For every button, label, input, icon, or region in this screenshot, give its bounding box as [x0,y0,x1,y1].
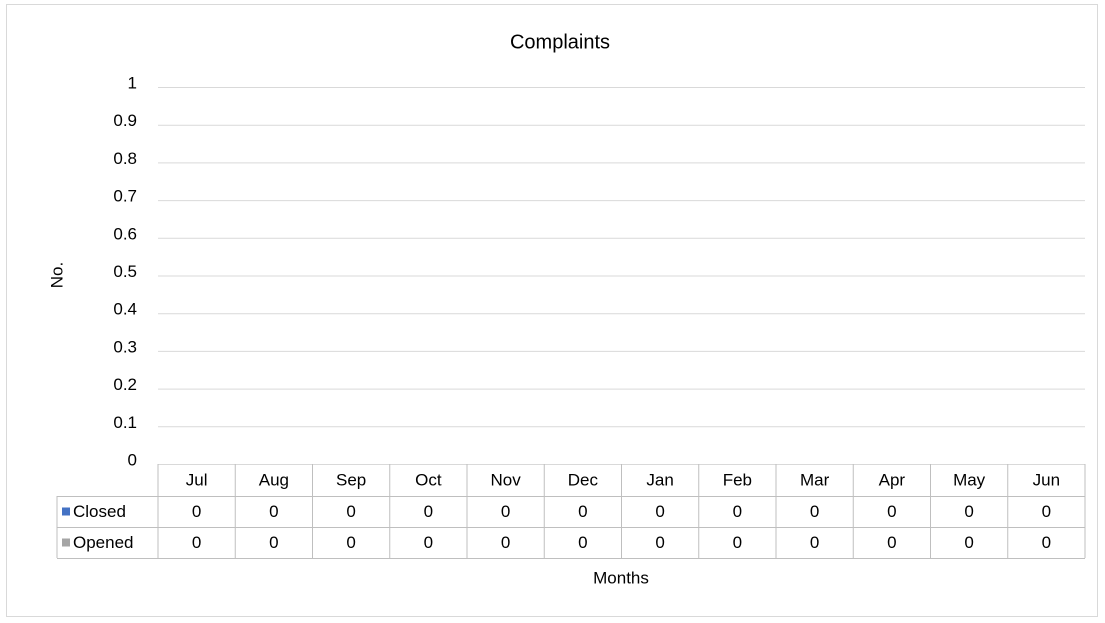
x-tick-label: Feb [723,470,752,489]
table-value: 0 [578,502,587,521]
chart-title: Complaints [510,31,610,53]
table-value: 0 [810,502,819,521]
x-tick-label: Jun [1033,470,1060,489]
x-tick-label: Dec [568,470,599,489]
table-value: 0 [655,502,664,521]
y-tick-label: 0.7 [113,187,137,206]
y-tick-label: 1 [128,73,137,92]
y-tick-label: 0.9 [113,111,137,130]
y-tick-label: 0.6 [113,224,137,243]
y-tick-label: 0.5 [113,262,137,281]
table-value: 0 [887,502,896,521]
table-value: 0 [501,502,510,521]
chart-border [6,4,1098,617]
table-value: 0 [501,533,510,552]
table-value: 0 [1042,533,1051,552]
y-tick-label: 0.4 [113,300,137,319]
x-tick-label: Oct [415,470,442,489]
y-tick-label: 0.8 [113,149,137,168]
x-tick-label: Mar [800,470,830,489]
table-value: 0 [192,533,201,552]
x-axis-label: Months [593,568,649,587]
x-tick-label: Jul [186,470,208,489]
x-tick-label: Sep [336,470,366,489]
table-value: 0 [1042,502,1051,521]
table-value: 0 [192,502,201,521]
table-value: 0 [424,502,433,521]
x-tick-label: Nov [491,470,522,489]
table-value: 0 [346,533,355,552]
table-value: 0 [964,533,973,552]
y-axis-label: No. [47,262,66,288]
table-value: 0 [269,502,278,521]
table-value: 0 [964,502,973,521]
legend-key [62,538,70,547]
table-value: 0 [733,533,742,552]
table-value: 0 [346,502,355,521]
y-tick-label: 0 [128,450,137,469]
legend-key [62,507,70,516]
x-tick-label: May [953,470,986,489]
y-tick-label: 0.2 [113,375,137,394]
table-value: 0 [887,533,896,552]
table-value: 0 [424,533,433,552]
table-value: 0 [733,502,742,521]
table-value: 0 [810,533,819,552]
x-tick-label: Apr [879,470,906,489]
x-tick-label: Jan [646,470,673,489]
x-tick-label: Aug [259,470,289,489]
y-tick-label: 0.3 [113,337,137,356]
y-tick-label: 0.1 [113,413,137,432]
legend-label: Closed [73,502,126,521]
table-value: 0 [578,533,587,552]
table-value: 0 [269,533,278,552]
legend-label: Opened [73,533,134,552]
table-value: 0 [655,533,664,552]
